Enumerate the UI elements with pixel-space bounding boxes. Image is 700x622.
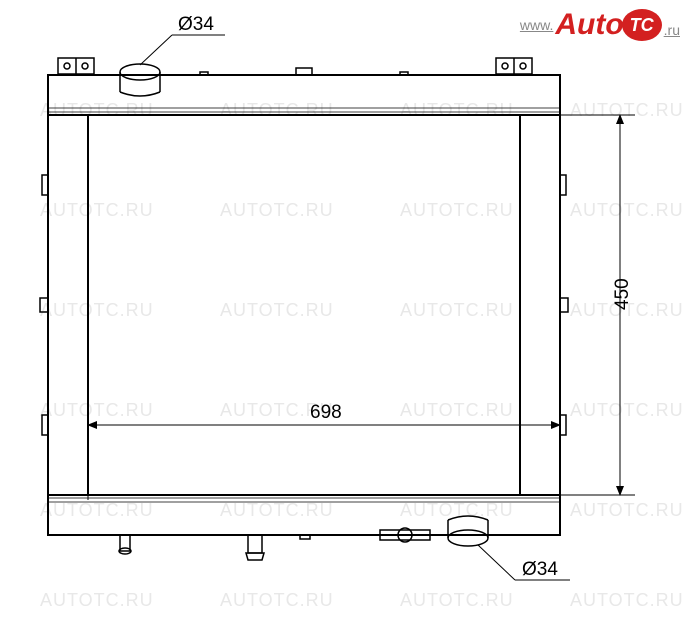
dim-height: 450: [612, 278, 633, 310]
logo-main2: TC: [622, 9, 662, 41]
dim-port-top: Ø34: [178, 14, 214, 35]
radiator-drawing: 698 450 Ø34 Ø34: [0, 0, 700, 622]
logo-main1: Auto: [555, 8, 623, 42]
drawing-canvas: AUTOTC.RUAUTOTC.RUAUTOTC.RUAUTOTC.RUAUTO…: [0, 0, 700, 622]
logo-prefix: www.: [520, 17, 553, 33]
dim-width: 698: [310, 402, 342, 423]
site-logo: www. Auto TC .ru: [520, 8, 680, 42]
dim-port-bot: Ø34: [522, 559, 558, 580]
logo-suffix: .ru: [664, 22, 680, 38]
